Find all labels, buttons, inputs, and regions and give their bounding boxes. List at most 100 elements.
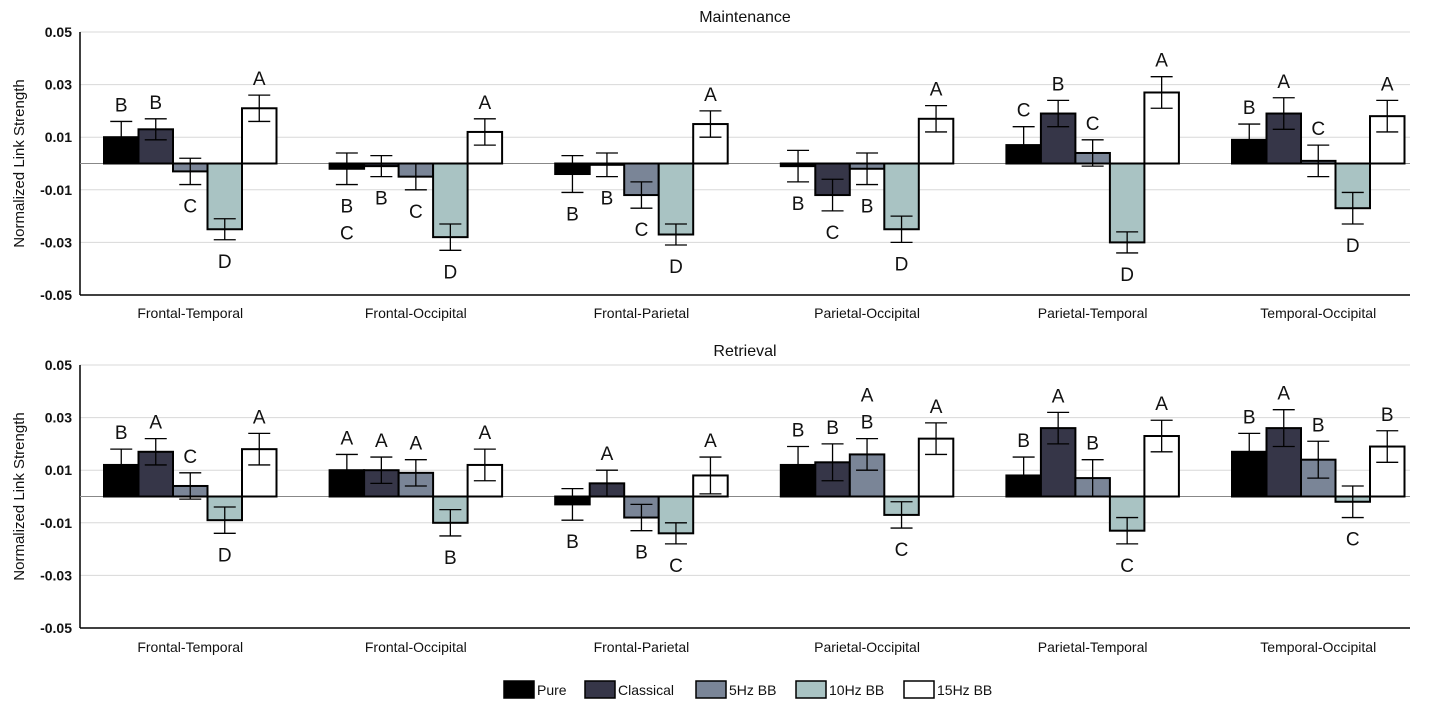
error-bar bbox=[1238, 123, 1261, 157]
error-bar bbox=[248, 94, 271, 123]
legend-swatch bbox=[903, 680, 935, 699]
error-bar bbox=[1341, 485, 1364, 519]
significance-letter: B bbox=[1086, 434, 1099, 455]
significance-letter: A bbox=[253, 407, 266, 428]
significance-letter: A bbox=[1277, 384, 1290, 405]
significance-letter: A bbox=[149, 413, 162, 434]
y-tick-label: -0.05 bbox=[40, 287, 72, 303]
significance-letter: C bbox=[826, 223, 840, 244]
significance-letter: B bbox=[792, 421, 805, 442]
significance-letter: B bbox=[1017, 431, 1030, 452]
significance-letter: B bbox=[861, 413, 874, 434]
error-bar bbox=[1116, 516, 1139, 545]
significance-letter: B bbox=[1243, 407, 1256, 428]
legend-swatch bbox=[695, 680, 727, 699]
error-bar bbox=[213, 218, 236, 241]
error-bar bbox=[1081, 459, 1104, 498]
significance-letter: A bbox=[1277, 72, 1290, 93]
significance-letter: A bbox=[479, 423, 492, 444]
significance-letter: B bbox=[566, 204, 579, 225]
significance-letter: D bbox=[669, 257, 683, 278]
significance-letter: A bbox=[704, 431, 717, 452]
significance-letter: A bbox=[1381, 74, 1394, 95]
error-bar bbox=[925, 422, 948, 456]
significance-letter: B bbox=[566, 532, 579, 553]
error-bar bbox=[890, 501, 913, 529]
significance-letter: C bbox=[1086, 114, 1100, 135]
error-bar bbox=[1116, 231, 1139, 254]
error-bar bbox=[179, 157, 202, 186]
significance-letter: C bbox=[183, 447, 197, 468]
significance-letter: A bbox=[704, 85, 717, 106]
x-tick-label: Frontal-Parietal bbox=[594, 305, 690, 321]
error-bar bbox=[404, 459, 427, 487]
error-bar bbox=[179, 472, 202, 500]
significance-letter: C bbox=[1311, 119, 1325, 140]
y-tick-label: -0.01 bbox=[40, 515, 72, 531]
significance-letter: B bbox=[375, 189, 388, 210]
y-tick-label: 0.01 bbox=[45, 129, 72, 145]
significance-letter: B bbox=[1381, 405, 1394, 426]
legend-label: 15Hz BB bbox=[937, 682, 992, 698]
error-bar bbox=[561, 487, 584, 521]
y-tick-label: -0.03 bbox=[40, 234, 72, 250]
error-bar bbox=[925, 104, 948, 133]
error-bar bbox=[699, 456, 722, 495]
error-bar bbox=[787, 445, 810, 485]
x-tick-label: Frontal-Temporal bbox=[137, 305, 243, 321]
error-bar bbox=[404, 162, 427, 191]
error-bar bbox=[213, 506, 236, 534]
significance-letter: C bbox=[183, 197, 197, 218]
bar bbox=[1108, 162, 1146, 244]
significance-letter: A bbox=[1155, 51, 1168, 72]
error-bar bbox=[1376, 99, 1399, 133]
error-bar bbox=[1272, 97, 1295, 130]
significance-letter: A bbox=[861, 386, 874, 407]
error-bar bbox=[1341, 191, 1364, 225]
significance-letter: C bbox=[1120, 556, 1134, 577]
legend-item: 15Hz BB bbox=[903, 680, 992, 699]
significance-letter: A bbox=[1155, 394, 1168, 415]
error-bar bbox=[144, 118, 167, 141]
x-tick-label: Temporal-Occipital bbox=[1260, 639, 1376, 655]
legend-item: Pure bbox=[503, 680, 567, 699]
error-bar bbox=[1238, 432, 1261, 471]
y-tick-label: 0.01 bbox=[45, 462, 72, 478]
error-bar bbox=[1150, 76, 1173, 109]
x-tick-label: Parietal-Occipital bbox=[814, 305, 920, 321]
error-bar bbox=[856, 437, 879, 471]
error-bar bbox=[664, 223, 687, 246]
error-bar bbox=[473, 448, 496, 482]
y-tick-label: -0.01 bbox=[40, 182, 72, 198]
significance-letter: A bbox=[341, 428, 354, 449]
y-axis-label: Normalized Link Strength bbox=[11, 79, 28, 247]
y-tick-label: -0.03 bbox=[40, 567, 72, 583]
error-bar bbox=[335, 453, 358, 487]
bar bbox=[657, 162, 695, 236]
significance-letter: D bbox=[443, 262, 457, 283]
error-bar bbox=[370, 154, 393, 178]
significance-letter: C bbox=[340, 224, 354, 245]
significance-letter: A bbox=[930, 397, 943, 418]
error-bar bbox=[630, 181, 653, 209]
error-bar bbox=[630, 503, 653, 532]
significance-letter: B bbox=[115, 95, 128, 116]
legend-item: 10Hz BB bbox=[795, 680, 884, 699]
error-bar bbox=[787, 149, 810, 183]
error-bar bbox=[595, 152, 618, 178]
legend: Pure Classical 5Hz BB 10Hz BB 15Hz BB bbox=[503, 680, 992, 699]
x-tick-label: Parietal-Temporal bbox=[1038, 305, 1148, 321]
significance-letter: B bbox=[115, 423, 128, 444]
error-bar bbox=[1012, 456, 1035, 495]
y-tick-label: 0.03 bbox=[45, 410, 72, 426]
significance-letter: B bbox=[1312, 415, 1325, 436]
legend-item: 5Hz BB bbox=[695, 680, 776, 699]
significance-letter: B bbox=[341, 197, 354, 218]
error-bar bbox=[439, 223, 462, 251]
chart-panel-2: Retrieval -0.05 -0.03 -0.01 0.01 0.03 0.05 Norm… bbox=[11, 343, 1410, 655]
significance-letter: B bbox=[444, 548, 457, 569]
error-bar bbox=[856, 152, 879, 186]
x-tick-label: Frontal-Occipital bbox=[365, 305, 467, 321]
significance-letter: D bbox=[1120, 265, 1134, 286]
